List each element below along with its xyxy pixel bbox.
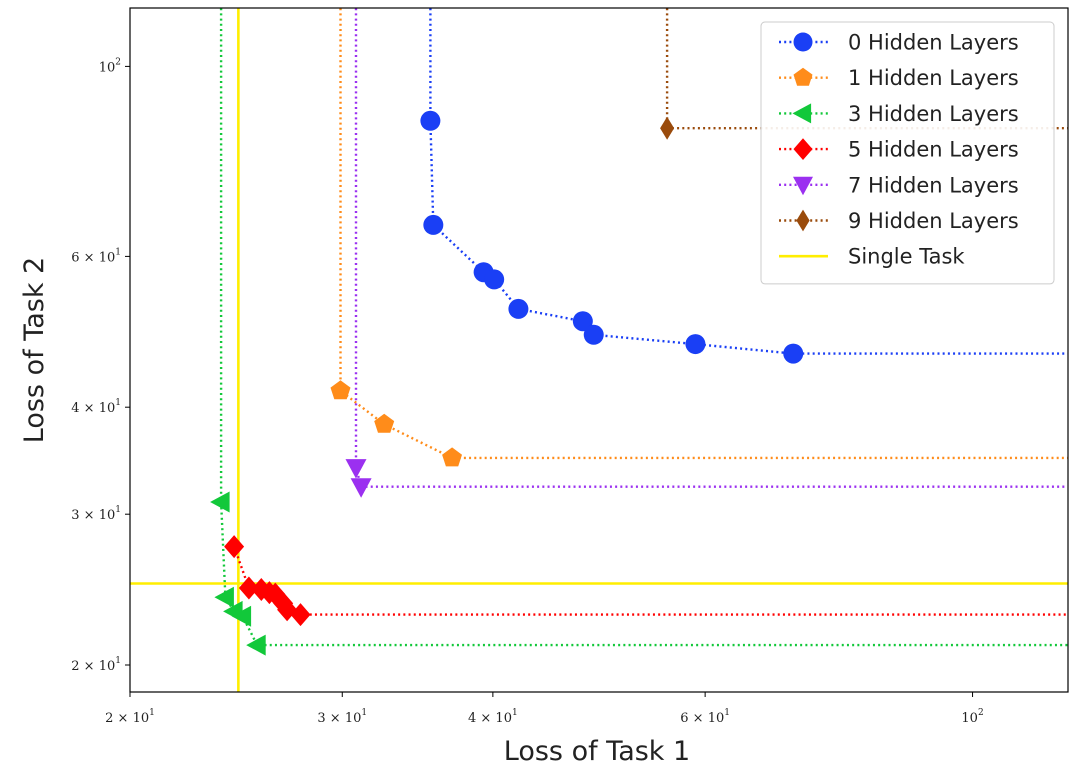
legend-marker-1 [793, 67, 813, 86]
data-point-s2-1 [214, 586, 234, 608]
data-point-s2-4 [246, 634, 266, 656]
series-line-0 [429, 8, 1068, 355]
data-point-s0-3 [484, 269, 505, 290]
data-point-s3-7 [290, 603, 311, 627]
legend-marker-5 [796, 209, 810, 232]
axis-ticks: 2 × 101 3 × 101 4 × 101 6 × 101 102 2 × 101 3 … [71, 57, 983, 726]
y-tick-label-1: 3 × 101 [71, 505, 121, 523]
x-tick-label-0: 2 × 101 [105, 708, 155, 726]
legend-label-4: 7 Hidden Layers [848, 173, 1019, 197]
series-line-4 [354, 8, 1068, 488]
legend: 0 Hidden Layers 1 Hidden Layers 3 Hidden L… [760, 21, 1055, 285]
data-point-s0-5 [572, 311, 593, 332]
data-point-s0-1 [423, 214, 444, 235]
x-tick-label-4: 102 [961, 708, 983, 726]
data-point-s5-0 [660, 116, 675, 140]
data-point-s0-8 [783, 343, 804, 364]
legend-label-6: Single Task [848, 245, 965, 269]
legend-marker-3 [793, 138, 813, 160]
y-tick-label-4: 102 [99, 57, 121, 75]
data-point-s2-3 [231, 605, 252, 627]
y-tick-label-2: 4 × 101 [71, 398, 121, 416]
data-point-s1-1 [374, 413, 395, 433]
plot-area [130, 8, 1068, 692]
data-point-s3-1 [238, 576, 259, 600]
legend-label-1: 1 Hidden Layers [848, 66, 1019, 90]
legend-label-0: 0 Hidden Layers [848, 31, 1019, 55]
axes-frame [129, 7, 1069, 693]
x-tick-label-3: 6 × 101 [680, 708, 730, 726]
y-axis-label: Loss of Task 2 [19, 257, 50, 443]
data-point-s0-6 [583, 324, 604, 345]
legend-label-5: 9 Hidden Layers [848, 209, 1019, 233]
legend-marker-2 [792, 103, 812, 124]
x-tick-label-2: 4 × 101 [468, 708, 518, 726]
legend-label-2: 3 Hidden Layers [848, 102, 1019, 126]
y-tick-label-3: 6 × 101 [71, 247, 121, 265]
data-point-s4-0 [345, 459, 367, 479]
legend-label-3: 5 Hidden Layers [848, 138, 1019, 162]
data-point-s1-2 [442, 447, 462, 467]
x-axis-label: Loss of Task 1 [504, 736, 690, 767]
legend-marker-0 [793, 32, 813, 52]
data-point-s1-0 [330, 380, 351, 400]
data-point-s2-0 [210, 491, 230, 513]
data-point-s3-0 [224, 535, 245, 559]
data-point-s0-4 [508, 298, 529, 319]
legend-marker-4 [793, 176, 813, 196]
legend-frame [760, 21, 1055, 285]
y-tick-label-0: 2 × 101 [71, 656, 121, 674]
data-point-s4-1 [350, 478, 372, 498]
x-tick-label-1: 3 × 101 [317, 708, 367, 726]
data-point-s0-0 [420, 110, 441, 131]
data-point-s0-7 [685, 334, 706, 355]
